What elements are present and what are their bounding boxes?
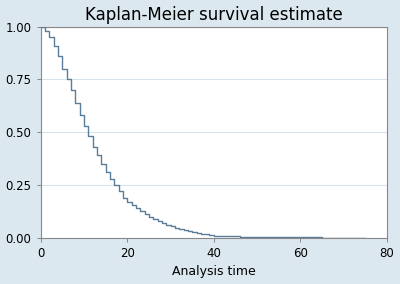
X-axis label: Analysis time: Analysis time [172, 266, 256, 278]
Title: Kaplan-Meier survival estimate: Kaplan-Meier survival estimate [85, 6, 343, 24]
